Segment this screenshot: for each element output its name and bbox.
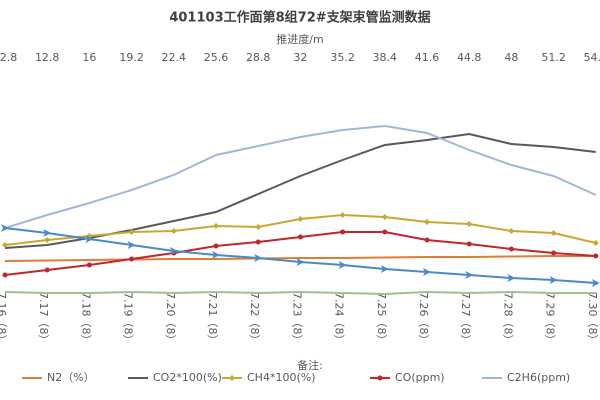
marker	[43, 229, 52, 237]
marker	[465, 271, 474, 279]
marker	[169, 247, 178, 255]
marker	[213, 243, 219, 249]
marker	[591, 279, 600, 287]
x2-tick-label: 54.4	[584, 51, 600, 64]
x2-tick-label: 16	[82, 51, 96, 64]
marker	[508, 246, 514, 252]
marker	[507, 274, 516, 282]
marker	[255, 239, 261, 245]
series-line	[4, 255, 596, 262]
series-line	[4, 124, 597, 229]
x2-tick-label: 19.2	[119, 51, 144, 64]
marker	[339, 212, 346, 218]
x-tick-label: 7.23（8）	[290, 292, 303, 346]
legend-label: CO2*100(%)	[153, 371, 222, 384]
marker	[229, 375, 235, 381]
x2-tick-label: 41.6	[415, 51, 440, 64]
marker	[255, 224, 262, 230]
legend-label: CO(ppm)	[395, 371, 445, 384]
x-tick-label: 7.29（8）	[544, 292, 557, 346]
marker	[213, 223, 219, 229]
x-tick-label: 7.24（8）	[333, 292, 346, 346]
x-tick-label: 7.30（8）	[586, 292, 599, 346]
marker	[86, 262, 92, 268]
marker	[297, 216, 304, 222]
marker	[44, 267, 50, 273]
marker	[297, 234, 303, 240]
x2-tick-label: 32	[293, 51, 307, 64]
x2-tick-label: 25.6	[204, 51, 229, 64]
x2-tick-label: 28.8	[246, 51, 271, 64]
marker	[424, 237, 430, 243]
x2-tick-label: 12.8	[0, 51, 17, 64]
marker	[170, 228, 177, 234]
x2-tick-label: 38.4	[373, 51, 398, 64]
marker	[466, 221, 473, 227]
x-tick-label: 7.22（8）	[248, 292, 261, 346]
legend-title: 备注:	[297, 358, 323, 372]
marker	[466, 241, 472, 247]
x-tick-label: 7.26（8）	[417, 292, 430, 346]
marker	[508, 228, 515, 234]
x2-axis-label: 推进度/m	[276, 32, 323, 46]
marker	[212, 251, 220, 259]
x-tick-label: 7.27（8）	[459, 292, 472, 346]
x2-tick-label: 22.4	[162, 51, 187, 64]
x-tick-label: 7.18（8）	[79, 292, 92, 346]
x2-tick-label: 44.8	[457, 51, 482, 64]
marker	[2, 242, 8, 248]
marker	[423, 268, 431, 276]
legend-label: N2（%）	[47, 371, 95, 384]
marker	[593, 253, 599, 259]
marker	[550, 230, 557, 236]
marker	[1, 224, 9, 232]
marker	[592, 240, 599, 246]
x2-tick-label: 12.8	[35, 51, 60, 64]
marker	[2, 272, 8, 278]
marker	[382, 229, 388, 235]
marker	[377, 375, 383, 381]
legend-label: CH4*100(%)	[247, 371, 315, 384]
x2-tick-label: 51.2	[541, 51, 566, 64]
marker	[551, 250, 557, 256]
x-tick-label: 7.25（8）	[375, 292, 388, 346]
chart-title: 401103工作面第8组72#支架束管监测数据	[169, 10, 430, 26]
marker	[380, 265, 389, 273]
x2-tick-label: 48	[504, 51, 518, 64]
marker	[381, 214, 388, 220]
marker	[128, 229, 135, 235]
x-tick-label: 7.19（8）	[122, 292, 135, 346]
marker	[549, 276, 558, 284]
x-tick-label: 7.21（8）	[206, 292, 219, 346]
marker	[129, 256, 135, 262]
x-tick-label: 7.16（8）	[0, 292, 8, 346]
marker	[424, 219, 430, 225]
marker	[254, 254, 263, 262]
marker	[340, 229, 346, 235]
x-tick-label: 7.28（8）	[501, 292, 514, 346]
marker	[44, 237, 51, 243]
marker	[127, 241, 136, 249]
x2-tick-label: 35.2	[330, 51, 355, 64]
marker	[296, 258, 305, 266]
marker	[85, 235, 94, 243]
x-tick-label: 7.20（8）	[164, 292, 177, 346]
x-tick-label: 7.17（8）	[37, 292, 50, 346]
series-line	[4, 290, 596, 296]
marker	[338, 261, 347, 269]
legend-label: C2H6(ppm)	[507, 371, 570, 384]
